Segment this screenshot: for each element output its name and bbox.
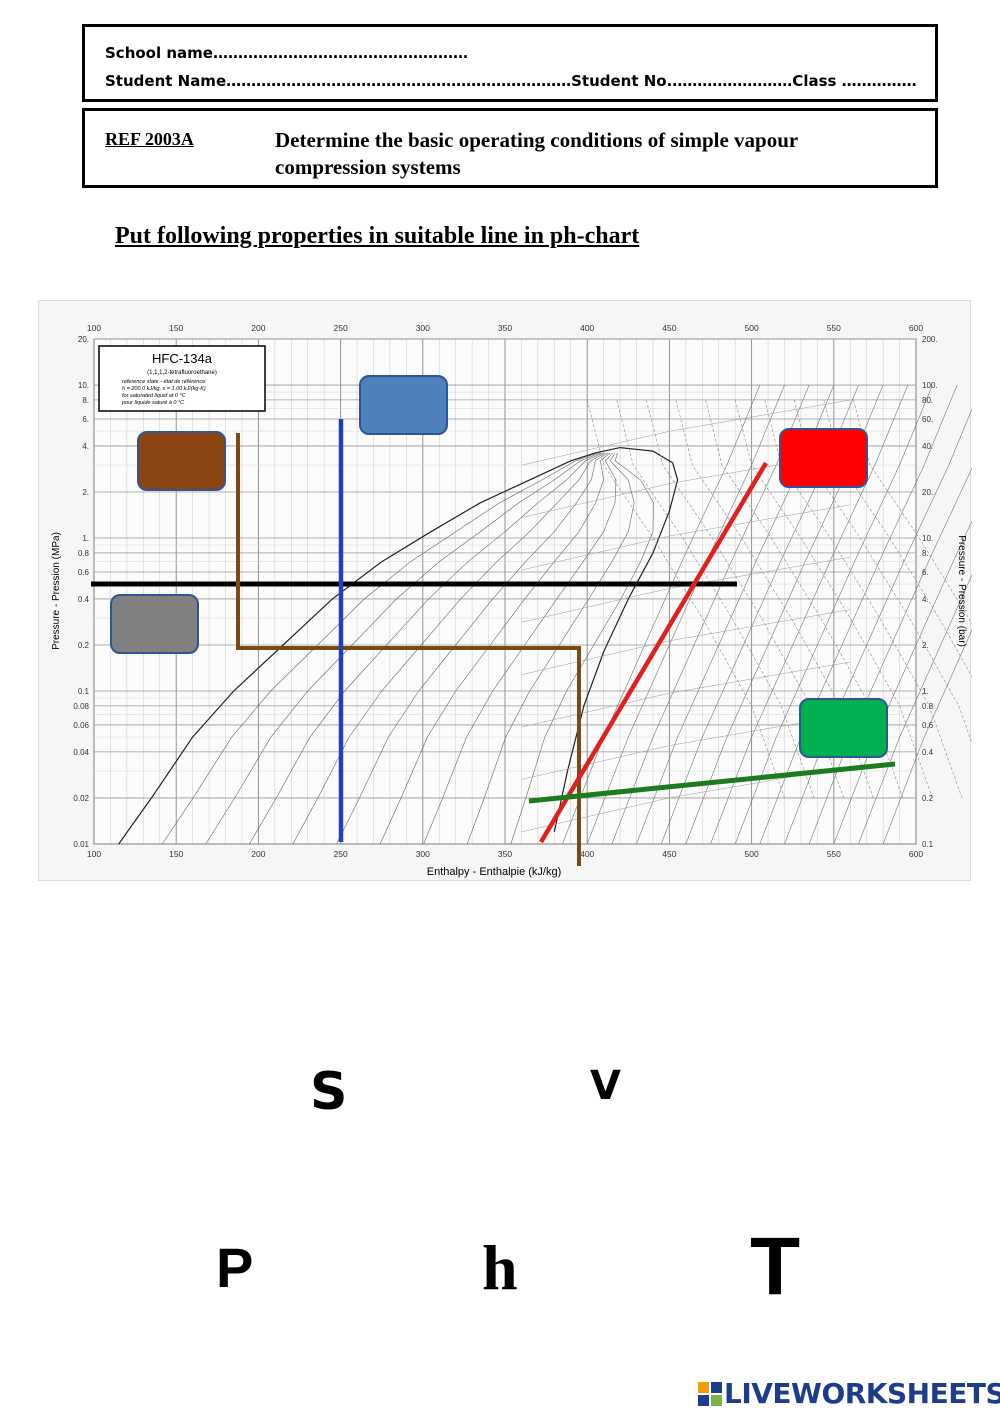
x-tick-bottom: 200	[251, 849, 265, 859]
y-tick-left: 0.02	[73, 794, 89, 803]
x-tick-bottom: 400	[580, 849, 594, 859]
reference-line-1: reference state - état de référence:	[122, 379, 207, 385]
y-tick-left: 20.	[78, 335, 89, 344]
y-tick-left: 0.8	[78, 549, 90, 558]
x-tick-bottom: 150	[169, 849, 183, 859]
y-tick-left: 0.08	[73, 702, 89, 711]
y-tick-right: 2.	[922, 641, 929, 650]
task-title: Determine the basic operating conditions…	[275, 128, 798, 179]
chart-curves	[118, 384, 972, 845]
task-box: REF 2003A Determine the basic operating …	[82, 108, 938, 188]
x-tick-bottom: 600	[909, 849, 923, 859]
x-tick-bottom: 250	[334, 849, 348, 859]
y-tick-right: 0.8	[922, 702, 934, 711]
axis-ticks: 100 100 150 150 200 200 250 250 300 300 350 350 400 4…	[73, 323, 937, 859]
x-tick-top: 500	[745, 323, 759, 333]
y-tick-left: 0.6	[78, 568, 90, 577]
x-tick-top: 150	[169, 323, 183, 333]
y-tick-left: 0.1	[78, 687, 90, 696]
answer-box-blue[interactable]	[359, 375, 448, 435]
ref-code: REF 2003A	[105, 129, 194, 149]
y-tick-right: 40.	[922, 442, 933, 451]
answer-box-red[interactable]	[779, 428, 868, 488]
x-tick-top: 550	[827, 323, 841, 333]
reference-line-4: pour liquide saturé à 0 °C	[121, 400, 184, 406]
volume-line	[528, 761, 896, 804]
y-axis-right-label: Pressure - Pression (bar)	[956, 535, 967, 647]
y-tick-left: 0.06	[73, 721, 89, 730]
y-tick-right: 4.	[922, 595, 929, 604]
y-tick-left: 6.	[82, 415, 89, 424]
y-tick-right: 10.	[922, 534, 933, 543]
x-tick-top: 300	[416, 323, 430, 333]
y-tick-left: 0.01	[73, 840, 89, 849]
y-tick-left: 10.	[78, 381, 89, 390]
y-tick-left: 8.	[82, 396, 89, 405]
instruction: Put following properties in suitable lin…	[115, 223, 640, 249]
x-tick-bottom: 350	[498, 849, 512, 859]
refrigerant-subtitle: (1,1,1,2-tetrafluoroethane)	[147, 370, 217, 376]
y-tick-right: 8.	[922, 549, 929, 558]
x-tick-top: 400	[580, 323, 594, 333]
y-tick-right: 0.4	[922, 748, 934, 757]
y-tick-right: 60.	[922, 415, 933, 424]
refrigerant-legend: HFC-134a (1,1,1,2-tetrafluoroethane) ref…	[98, 345, 266, 412]
answer-box-brown[interactable]	[137, 431, 226, 491]
answer-box-gray[interactable]	[110, 594, 199, 654]
school-name-line: School name……………………………………………	[105, 44, 468, 62]
y-tick-right: 80.	[922, 396, 933, 405]
student-info-line: Student Name……………………………………………………………Stude…	[105, 72, 917, 90]
x-tick-top: 200	[251, 323, 265, 333]
x-tick-top: 100	[87, 323, 101, 333]
liveworksheets-logo: LIVEWORKSHEETS	[698, 1377, 1000, 1410]
x-tick-bottom: 300	[416, 849, 430, 859]
y-tick-right: 0.6	[922, 721, 934, 730]
x-axis-label: Enthalpy - Enthalpie (kJ/kg)	[427, 866, 562, 878]
ph-chart: HFC-134a (1,1,1,2-tetrafluoroethane) ref…	[38, 300, 972, 881]
y-tick-left: 2.	[82, 488, 89, 497]
y-tick-left: 0.4	[78, 595, 90, 604]
x-tick-top: 250	[334, 323, 348, 333]
choice-v[interactable]: V	[590, 1063, 621, 1109]
y-tick-right: 6.	[922, 568, 929, 577]
y-tick-right: 1.	[922, 687, 929, 696]
choice-t[interactable]: T	[750, 1221, 801, 1312]
y-tick-left: 1.	[82, 534, 89, 543]
reference-line-2: h = 200.0 kJ/kg, s = 1.00 kJ/(kg·K)	[122, 386, 206, 392]
x-tick-top: 350	[498, 323, 512, 333]
refrigerant-name: HFC-134a	[152, 351, 213, 366]
x-tick-bottom: 100	[87, 849, 101, 859]
reference-line-3: for saturated liquid at 0 °C	[122, 393, 186, 399]
choice-h[interactable]: h	[482, 1232, 518, 1303]
answer-box-green[interactable]	[799, 698, 888, 758]
liveworksheets-mark-icon	[698, 1381, 722, 1406]
liveworksheets-wordmark: LIVEWORKSHEETS	[724, 1377, 1000, 1410]
ph-chart-svg: HFC-134a (1,1,1,2-tetrafluoroethane) ref…	[51, 323, 972, 878]
temperature-line	[236, 433, 581, 866]
y-tick-left: 4.	[82, 442, 89, 451]
x-tick-top: 450	[662, 323, 676, 333]
y-tick-left: 0.04	[73, 748, 89, 757]
chart-grid	[93, 338, 917, 845]
entropy-line	[539, 461, 768, 844]
y-axis-left-label: Pressure - Pression (MPa)	[51, 532, 62, 650]
x-tick-bottom: 500	[745, 849, 759, 859]
header-box: School name…………………………………………… Student Nam…	[82, 24, 938, 102]
x-tick-top: 600	[909, 323, 923, 333]
x-tick-bottom: 550	[827, 849, 841, 859]
choice-p[interactable]: P	[216, 1236, 254, 1299]
y-tick-right: 20.	[922, 488, 933, 497]
choice-s[interactable]: S	[310, 1062, 348, 1122]
x-tick-bottom: 450	[662, 849, 676, 859]
y-tick-right: 100.	[922, 381, 938, 390]
y-tick-right: 200.	[922, 335, 938, 344]
y-tick-right: 0.1	[922, 840, 934, 849]
y-tick-right: 0.2	[922, 794, 934, 803]
y-tick-left: 0.2	[78, 641, 90, 650]
